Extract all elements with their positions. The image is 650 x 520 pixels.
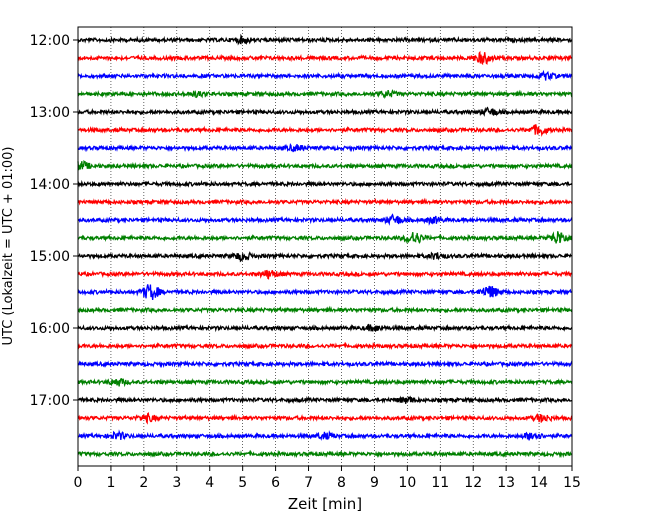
trace-1615	[77, 341, 573, 351]
y-tick-label: 15:00	[30, 249, 70, 265]
trace-1330	[77, 143, 573, 153]
plot-frame	[77, 26, 573, 467]
x-tick-label: 3	[172, 475, 181, 491]
trace-1445	[77, 231, 573, 244]
y-tick-label: 13:00	[30, 105, 70, 121]
x-tick-label: 6	[271, 475, 280, 491]
vertical-grid	[110, 27, 540, 466]
trace-1215	[77, 50, 573, 66]
x-tick-label: 0	[74, 475, 83, 491]
x-tick-label: 7	[304, 475, 313, 491]
y-tick-label: 17:00	[30, 393, 70, 409]
trace-1430	[77, 213, 573, 226]
y-axis: 12:00 13:00 14:00 15:00 16:00 17:00	[30, 33, 78, 409]
x-tick-label: 5	[238, 475, 247, 491]
trace-1515	[77, 269, 573, 280]
trace-1345	[77, 159, 573, 171]
trace-1315	[77, 124, 573, 138]
trace-1400	[77, 179, 573, 189]
y-tick-label: 12:00	[30, 33, 70, 49]
x-axis: 0 1 2 3 4 5 6 7 8 9 10 11 12 13 14 15	[74, 466, 581, 491]
x-tick-label: 8	[337, 475, 346, 491]
trace-1300	[77, 106, 573, 117]
trace-1530	[77, 284, 573, 300]
trace-1415	[77, 197, 573, 207]
y-tick-label: 16:00	[30, 321, 70, 337]
trace-lines	[77, 33, 573, 459]
x-tick-label: 10	[398, 475, 416, 491]
x-tick-label: 11	[431, 475, 449, 491]
trace-1645	[77, 377, 573, 388]
x-tick-label: 14	[530, 475, 548, 491]
trace-1500	[77, 251, 573, 263]
trace-1745	[77, 449, 573, 459]
x-tick-label: 2	[139, 475, 148, 491]
trace-1200	[77, 33, 573, 46]
y-axis-title: UTC (Lokalzeit = UTC + 01:00)	[1, 147, 16, 346]
y-tick-label: 14:00	[30, 177, 70, 193]
trace-1245	[77, 89, 573, 100]
trace-1700	[77, 395, 573, 405]
trace-1630	[77, 359, 573, 369]
trace-1600	[77, 323, 573, 333]
trace-1730	[77, 429, 573, 441]
trace-1715	[77, 411, 573, 425]
x-tick-label: 4	[205, 475, 214, 491]
x-tick-label: 1	[106, 475, 115, 491]
x-tick-label: 9	[370, 475, 379, 491]
x-tick-label: 15	[563, 475, 581, 491]
trace-1545	[77, 305, 573, 315]
x-tick-label: 12	[464, 475, 482, 491]
x-tick-label: 13	[497, 475, 515, 491]
x-axis-title: Zeit [min]	[288, 495, 362, 513]
trace-1230	[77, 69, 573, 82]
